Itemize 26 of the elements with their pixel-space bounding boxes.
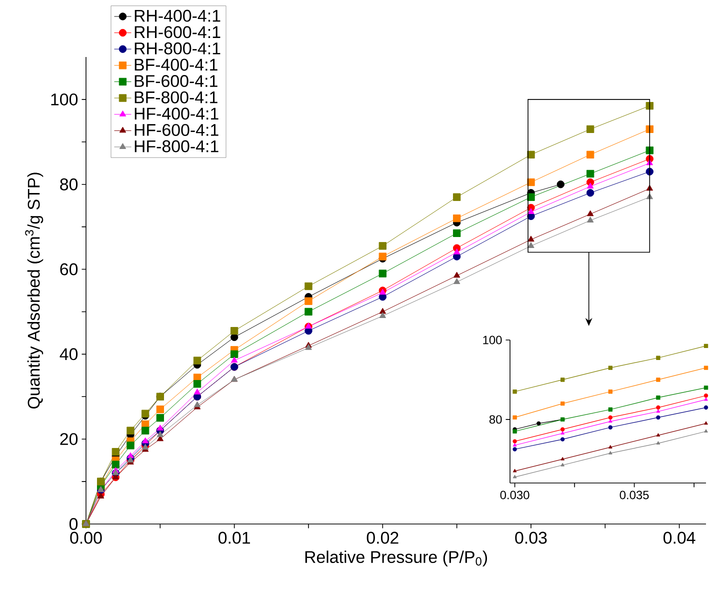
legend-label: HF-400-4:1 — [134, 108, 218, 120]
y-tick-label: 40 — [60, 348, 78, 360]
x-tick-label: 0.035 — [620, 490, 649, 500]
y-tick-label: 60 — [60, 263, 78, 276]
legend-label: RH-600-4:1 — [134, 26, 220, 38]
legend-label: BF-600-4:1 — [134, 75, 218, 88]
legend-label: HF-800-4:1 — [134, 140, 218, 152]
x-axis-title: Relative Pressure (P/P$_{0}$) — [305, 550, 487, 566]
y-tick-label: 100 — [51, 93, 78, 106]
y-tick-label: 80 — [489, 415, 502, 424]
legend-label: HF-600-4:1 — [134, 124, 218, 136]
y-tick-label: 80 — [60, 178, 78, 190]
legend-label: BF-400-4:1 — [134, 58, 218, 71]
y-tick-label: 100 — [483, 336, 502, 344]
legend-label: BF-800-4:1 — [134, 91, 218, 104]
y-axis-title: Quantity Adsorbed (cm$^{3}$/g STP) — [25, 172, 44, 409]
x-tick-label: 0.04 — [663, 532, 696, 544]
x-tick-label: 0.00 — [70, 532, 102, 544]
x-tick-label: 0.02 — [366, 532, 398, 544]
y-tick-label: 0 — [69, 518, 78, 530]
y-tick-label: 20 — [60, 433, 78, 446]
x-tick-label: 0.03 — [515, 532, 547, 544]
x-tick-label: 0.030 — [500, 490, 530, 500]
x-tick-label: 0.01 — [218, 532, 250, 544]
legend-label: RH-800-4:1 — [134, 42, 220, 54]
legend-label: RH-400-4:1 — [134, 10, 220, 22]
